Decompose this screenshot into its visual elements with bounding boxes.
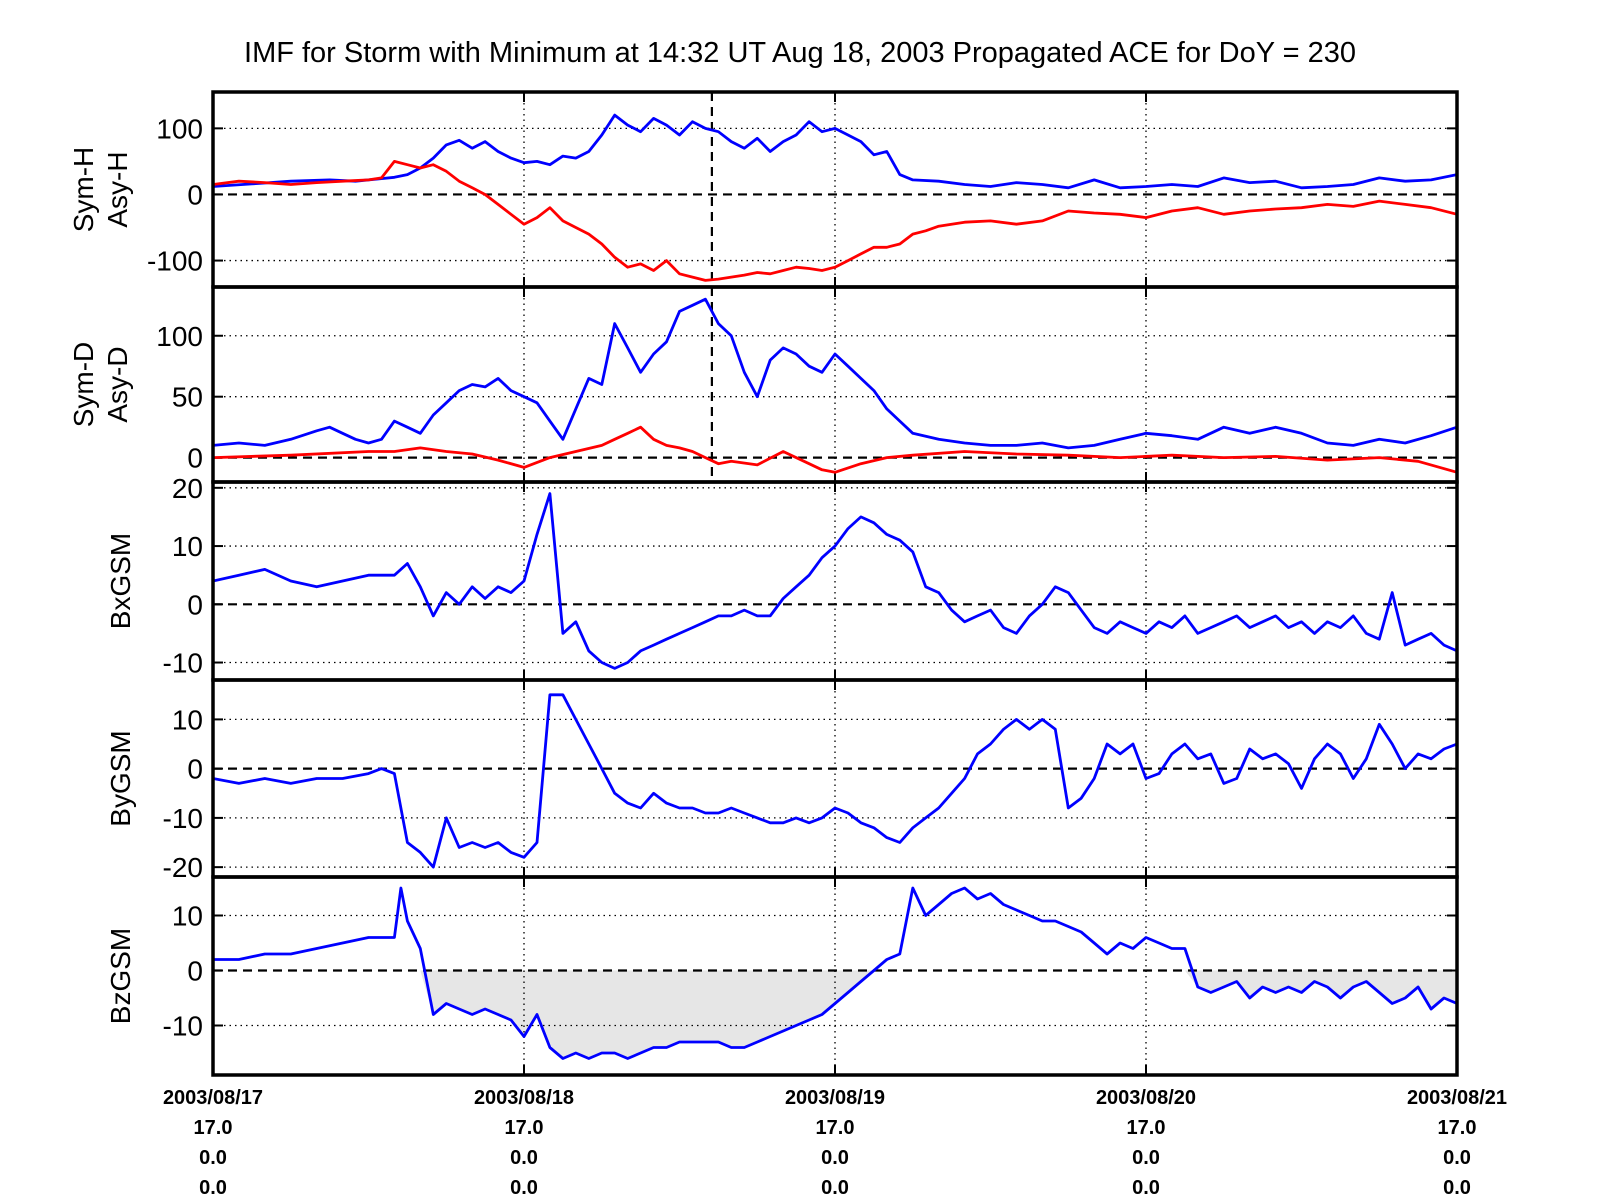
y-tick-label: -20: [163, 852, 203, 883]
y-tick-label: 100: [156, 321, 203, 352]
y-axis-label: Sym-D: [68, 342, 99, 428]
x-tick-label: 0.0: [821, 1177, 849, 1199]
series-line-blue: [213, 113, 1457, 190]
y-tick-label: 0: [187, 443, 203, 474]
x-tick-label: 0.0: [199, 1177, 227, 1199]
panel-symd: 100 50 0 Sym-D Asy-D: [68, 285, 1459, 484]
y-tick-label: 20: [172, 473, 203, 504]
series-line-blue: [213, 693, 1457, 869]
y-axis-label: ByGSM: [105, 730, 136, 826]
x-tick-label: 0.0: [821, 1147, 849, 1169]
series-line-red: [213, 425, 1457, 474]
x-tick-label: 17.0: [194, 1117, 233, 1139]
y-tick-label: -10: [163, 1011, 203, 1042]
x-tick-label: 0.0: [199, 1147, 227, 1169]
y-tick-label: 10: [172, 901, 203, 932]
x-tick-label: 0.0: [510, 1147, 538, 1169]
panel-frame: [211, 678, 1459, 879]
x-tick-label: 17.0: [1127, 1117, 1166, 1139]
y-axis-label: Sym-H: [68, 147, 99, 233]
x-tick-label: 0.0: [510, 1177, 538, 1199]
chart-title: IMF for Storm with Minimum at 14:32 UT A…: [244, 37, 1356, 69]
y-tick-label: -10: [163, 803, 203, 834]
y-tick-label: -100: [147, 246, 203, 277]
panel-by: 10 0 -10 -20 ByGSM: [105, 678, 1459, 883]
y-axis-label: BzGSM: [105, 928, 136, 1024]
x-tick-label: 0.0: [1132, 1177, 1160, 1199]
series-line-blue: [213, 297, 1457, 450]
series-line-red: [213, 159, 1457, 282]
x-tick-label: 2003/08/20: [1096, 1087, 1196, 1109]
x-tick-label: 2003/08/19: [785, 1087, 885, 1109]
x-tick-label: 0.0: [1443, 1147, 1471, 1169]
y-tick-label: 10: [172, 704, 203, 735]
y-tick-label: 0: [187, 589, 203, 620]
y-axis-label: Asy-D: [102, 346, 133, 422]
series-line-blue: [213, 492, 1457, 670]
y-axis-label: Asy-H: [102, 151, 133, 227]
y-tick-label: -10: [163, 648, 203, 679]
y-tick-label: 100: [156, 113, 203, 144]
y-tick-label: 0: [187, 754, 203, 785]
x-tick-label: 17.0: [816, 1117, 855, 1139]
x-tick-label: 0.0: [1443, 1177, 1471, 1199]
y-tick-label: 10: [172, 531, 203, 562]
panel-bx: 20 10 0 -10 BxGSM: [105, 473, 1459, 682]
x-tick-label: 17.0: [1438, 1117, 1477, 1139]
y-tick-label: 0: [187, 179, 203, 210]
panel-frame: [211, 875, 1459, 1077]
x-tick-label: 2003/08/21: [1407, 1087, 1507, 1109]
panel-symh: 100 0 -100 Sym-H Asy-H: [68, 90, 1459, 289]
series-line-blue: [213, 886, 1457, 1060]
x-tick-label: 17.0: [505, 1117, 544, 1139]
x-tick-label: 0.0: [1132, 1147, 1160, 1169]
y-tick-label: 50: [172, 382, 203, 413]
x-tick-label: 2003/08/18: [474, 1087, 574, 1109]
x-tick-label: 2003/08/17: [163, 1087, 263, 1109]
y-tick-label: 0: [187, 956, 203, 987]
panel-bz: 10 0 -10 BzGSM: [105, 875, 1459, 1077]
y-axis-label: BxGSM: [105, 533, 136, 629]
